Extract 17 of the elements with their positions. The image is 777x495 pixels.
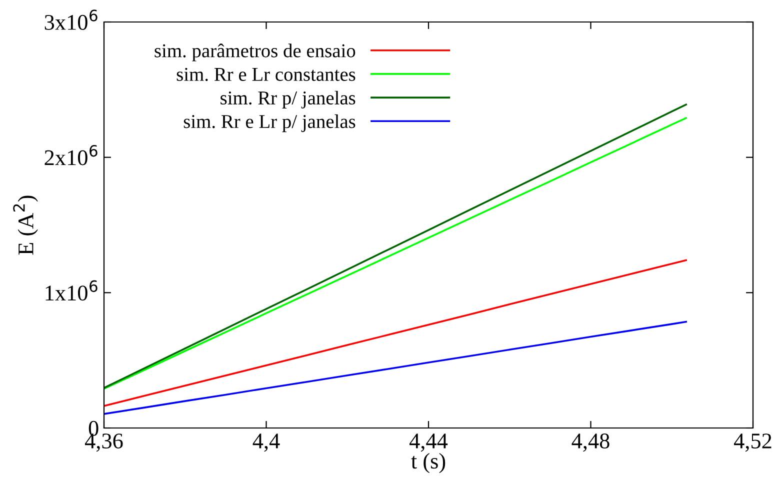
x-tick-label: 4,44 bbox=[409, 434, 448, 452]
x-tick-label: 4,36 bbox=[84, 434, 123, 452]
legend-label: sim. parâmetros de ensaio bbox=[154, 44, 356, 62]
line-series bbox=[104, 259, 687, 407]
x-tick-label: 4,52 bbox=[734, 434, 772, 452]
y-tick-label: 0 bbox=[88, 420, 98, 436]
x-tick-label: 4,4 bbox=[252, 434, 280, 452]
y-axis-title: E (A$^{2}$) bbox=[13, 196, 38, 255]
legend-label: sim. Rr e Lr p/ janelas bbox=[184, 114, 356, 132]
line-series bbox=[104, 320, 687, 415]
x-tick-label: 4,48 bbox=[572, 434, 610, 452]
x-axis-title: t (s) bbox=[411, 453, 446, 474]
y-tick-label: 1x10$^{6}$ bbox=[46, 280, 98, 301]
legend-label: sim. Rr e Lr constantes bbox=[176, 68, 356, 82]
legend-label: sim. Rr p/ janelas bbox=[220, 90, 356, 108]
y-tick-label: 2x10$^{6}$ bbox=[44, 144, 98, 166]
y-tick-label: 3x10$^{6}$ bbox=[44, 10, 98, 30]
